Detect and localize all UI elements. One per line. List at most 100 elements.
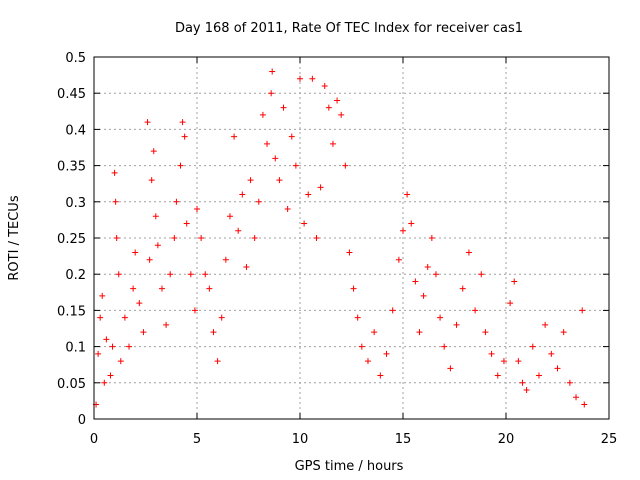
data-point [317, 184, 324, 191]
data-point [121, 314, 128, 321]
data-point [488, 350, 495, 357]
data-point [97, 314, 104, 321]
data-point [400, 227, 406, 234]
data-point [140, 329, 147, 336]
data-point [276, 177, 283, 184]
data-point [194, 206, 200, 213]
data-point [313, 235, 320, 241]
y-tick-label: 0.45 [57, 87, 86, 102]
data-point [243, 263, 250, 270]
data-point [515, 358, 522, 365]
data-point [272, 155, 279, 162]
data-point [264, 140, 271, 147]
data-point [346, 249, 353, 256]
data-point [371, 329, 378, 336]
data-point [321, 82, 328, 89]
x-tick-label: 25 [601, 432, 618, 447]
x-axis-label: GPS time / hours [295, 459, 404, 474]
data-point [136, 300, 143, 307]
data-point [542, 321, 549, 328]
data-point [103, 336, 110, 343]
data-point [566, 379, 573, 386]
data-point [408, 220, 415, 227]
data-point [113, 235, 120, 241]
data-point [255, 198, 262, 205]
data-point [239, 191, 246, 198]
data-point [177, 162, 184, 169]
data-point [447, 365, 454, 372]
data-point [309, 75, 316, 82]
data-point [183, 220, 190, 227]
data-point [231, 133, 238, 140]
data-point [383, 350, 390, 357]
data-point [478, 271, 485, 278]
y-tick-label: 0.5 [65, 51, 86, 66]
data-point [301, 220, 308, 227]
data-point [472, 307, 479, 314]
data-point [428, 235, 435, 241]
data-point [284, 206, 291, 213]
data-point [420, 292, 427, 299]
data-point [126, 343, 133, 350]
data-point [191, 307, 198, 314]
data-point [111, 169, 118, 176]
data-points [93, 68, 588, 408]
data-point [305, 191, 312, 198]
data-point [154, 242, 161, 249]
data-point [453, 321, 460, 328]
data-point [181, 133, 188, 140]
data-point [109, 343, 116, 350]
data-point [441, 343, 448, 350]
data-point [179, 119, 186, 126]
data-point [198, 235, 205, 241]
data-point [202, 271, 209, 278]
data-point [150, 148, 157, 155]
data-point [280, 104, 287, 111]
data-point [144, 119, 151, 126]
chart-title: Day 168 of 2011, Rate Of TEC Index for r… [175, 21, 523, 36]
x-tick-label: 10 [292, 432, 309, 447]
data-point [214, 358, 221, 365]
x-tick-label: 15 [395, 432, 412, 447]
data-point [146, 256, 153, 263]
data-point [268, 90, 275, 97]
data-point [334, 97, 341, 104]
x-tick-label: 0 [90, 432, 98, 447]
data-point [424, 263, 431, 270]
data-point [163, 321, 170, 328]
y-tick-label: 0.35 [57, 160, 86, 175]
data-point [251, 235, 258, 241]
data-point [259, 111, 266, 118]
data-point [581, 401, 588, 408]
y-tick-label: 0.1 [65, 341, 86, 356]
x-tick-label: 5 [193, 432, 201, 447]
data-point [269, 68, 276, 75]
data-point [554, 365, 561, 372]
data-point [412, 278, 419, 285]
data-point [115, 271, 122, 278]
data-point [187, 271, 194, 278]
y-axis-label: ROTI / TECUs [7, 195, 22, 280]
data-point [437, 314, 444, 321]
x-tick-label: 20 [498, 432, 515, 447]
data-point [432, 271, 439, 278]
data-point [416, 329, 423, 336]
data-point [350, 285, 357, 292]
data-point [338, 111, 345, 118]
y-tick-label: 0.25 [57, 232, 86, 247]
data-point [117, 358, 124, 365]
data-point [218, 314, 225, 321]
data-point [404, 191, 411, 198]
data-point [226, 213, 233, 220]
data-point [152, 213, 159, 220]
data-point [206, 285, 213, 292]
data-point [535, 372, 542, 379]
data-point [167, 271, 174, 278]
y-tick-label: 0.05 [57, 377, 86, 392]
data-point [389, 307, 396, 314]
y-tick-label: 0.3 [65, 196, 86, 211]
y-tick-label: 0.2 [65, 268, 86, 283]
data-point [354, 314, 361, 321]
data-point [529, 343, 536, 350]
